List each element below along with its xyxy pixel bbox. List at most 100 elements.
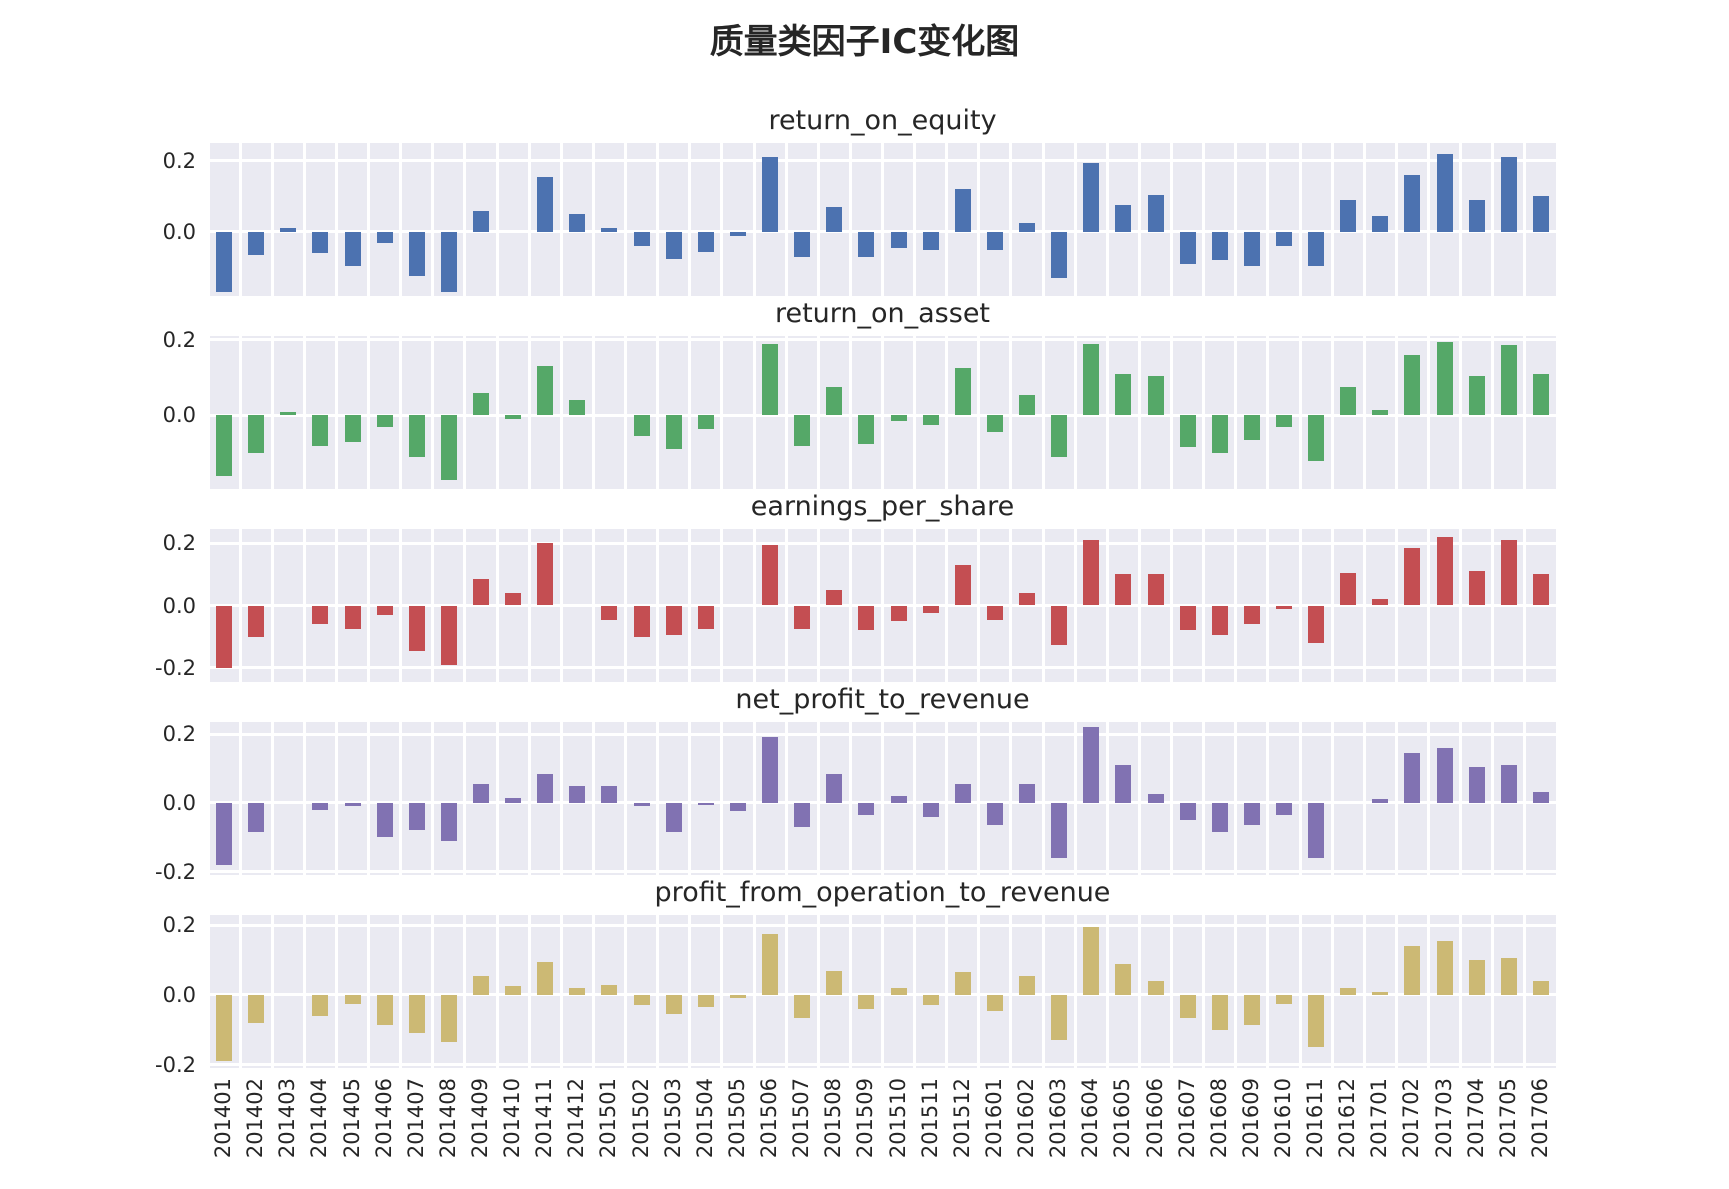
x-gridline xyxy=(1459,143,1463,296)
x-gridline xyxy=(591,915,595,1068)
x-gridline xyxy=(1105,143,1109,296)
x-tick-label-201703: 201703 xyxy=(1431,1078,1456,1159)
bar-return_on_equity-201602 xyxy=(1019,223,1036,232)
bar-return_on_equity-201604 xyxy=(1083,162,1100,232)
x-tick-label-201505: 201505 xyxy=(724,1078,749,1159)
x-gridline xyxy=(591,143,595,296)
bar-earnings_per_share-201612 xyxy=(1340,572,1357,606)
x-gridline xyxy=(1427,336,1431,489)
bar-earnings_per_share-201706 xyxy=(1532,574,1549,606)
x-gridline xyxy=(977,143,981,296)
x-gridline xyxy=(238,915,242,1068)
x-gridline xyxy=(1073,915,1077,1068)
x-gridline xyxy=(881,722,884,875)
x-gridline xyxy=(1459,336,1463,489)
bar-return_on_equity-201506 xyxy=(762,157,779,232)
y-tick-label: 0.0 xyxy=(162,403,196,428)
bar-net_profit_to_revenue-201503 xyxy=(665,802,682,833)
bar-return_on_asset-201504 xyxy=(697,415,714,429)
bar-return_on_asset-201704 xyxy=(1468,375,1485,416)
bar-return_on_asset-201703 xyxy=(1436,341,1453,416)
x-gridline xyxy=(1523,143,1527,296)
bar-return_on_equity-201511 xyxy=(922,231,939,250)
y-gridline xyxy=(208,541,1557,545)
bar-return_on_equity-201504 xyxy=(697,231,714,252)
x-gridline xyxy=(1202,336,1206,489)
bar-net_profit_to_revenue-201608 xyxy=(1211,802,1228,833)
x-tick-label-201506: 201506 xyxy=(757,1078,782,1159)
x-gridline xyxy=(206,722,210,875)
x-gridline xyxy=(688,336,692,489)
bar-profit_from_operation_to_revenue-201611 xyxy=(1308,994,1325,1048)
x-gridline xyxy=(624,143,628,296)
x-gridline xyxy=(238,722,242,875)
x-gridline xyxy=(624,722,628,875)
bar-return_on_asset-201603 xyxy=(1051,415,1068,457)
x-gridline xyxy=(752,143,756,296)
bar-return_on_asset-201402 xyxy=(248,415,265,454)
bar-return_on_equity-201706 xyxy=(1532,196,1549,232)
x-gridline xyxy=(431,722,435,875)
bar-return_on_asset-201403 xyxy=(280,411,297,416)
x-gridline xyxy=(495,722,499,875)
x-gridline xyxy=(1523,336,1527,489)
bar-return_on_asset-201509 xyxy=(858,415,875,444)
bar-profit_from_operation_to_revenue-201511 xyxy=(922,994,939,1006)
y-tick-label: 0.2 xyxy=(162,722,196,747)
bar-return_on_equity-201512 xyxy=(954,189,971,232)
x-gridline xyxy=(302,143,306,296)
bar-return_on_equity-201502 xyxy=(633,231,650,247)
x-gridline xyxy=(495,915,499,1068)
bar-earnings_per_share-201603 xyxy=(1051,605,1068,645)
x-gridline xyxy=(977,722,981,875)
y-gridline xyxy=(208,732,1557,736)
x-gridline xyxy=(1202,143,1206,296)
y-tick-label: 0.0 xyxy=(162,219,196,244)
x-gridline xyxy=(913,143,917,296)
x-gridline xyxy=(1041,722,1045,875)
y-tick-label: 0.2 xyxy=(162,531,196,556)
x-gridline xyxy=(495,143,499,296)
bar-profit_from_operation_to_revenue-201706 xyxy=(1532,981,1549,995)
bar-earnings_per_share-201610 xyxy=(1275,605,1292,609)
x-gridline xyxy=(720,915,724,1068)
x-tick-label-201410: 201410 xyxy=(500,1078,525,1159)
bar-return_on_asset-201412 xyxy=(569,400,586,416)
y-tick-label: 0.0 xyxy=(162,593,196,618)
bar-profit_from_operation_to_revenue-201612 xyxy=(1340,988,1357,995)
bar-return_on_equity-201605 xyxy=(1115,205,1132,232)
x-gridline xyxy=(752,336,756,489)
bar-net_profit_to_revenue-201511 xyxy=(922,802,939,817)
bar-return_on_asset-201405 xyxy=(344,415,361,442)
x-gridline xyxy=(270,722,274,875)
x-gridline xyxy=(1041,915,1045,1068)
x-gridline xyxy=(1298,143,1302,296)
bar-earnings_per_share-201501 xyxy=(601,605,618,620)
bar-return_on_asset-201604 xyxy=(1083,343,1100,416)
bar-return_on_asset-201605 xyxy=(1115,373,1132,416)
x-gridline xyxy=(334,915,338,1068)
x-gridline xyxy=(1170,143,1174,296)
bar-net_profit_to_revenue-201408 xyxy=(440,802,457,841)
x-tick-label-201508: 201508 xyxy=(821,1078,846,1159)
x-gridline xyxy=(1555,143,1559,296)
x-gridline xyxy=(1298,915,1302,1068)
x-gridline xyxy=(881,143,884,296)
bar-net_profit_to_revenue-201405 xyxy=(344,802,361,807)
bar-return_on_asset-201601 xyxy=(986,415,1003,433)
x-gridline xyxy=(784,722,788,875)
bar-profit_from_operation_to_revenue-201411 xyxy=(537,961,554,995)
bar-return_on_asset-201512 xyxy=(954,368,971,416)
x-gridline xyxy=(206,336,210,489)
bar-net_profit_to_revenue-201706 xyxy=(1532,792,1549,803)
bar-earnings_per_share-201510 xyxy=(890,605,907,622)
bar-net_profit_to_revenue-201604 xyxy=(1083,727,1100,803)
y-gridline xyxy=(208,338,1557,342)
x-tick-label-201510: 201510 xyxy=(885,1078,910,1159)
x-gridline xyxy=(302,722,306,875)
x-gridline xyxy=(784,915,788,1068)
x-tick-label-201612: 201612 xyxy=(1335,1078,1360,1159)
x-gridline xyxy=(1137,722,1141,875)
bar-net_profit_to_revenue-201402 xyxy=(248,802,265,833)
x-tick-label-201404: 201404 xyxy=(307,1078,332,1159)
